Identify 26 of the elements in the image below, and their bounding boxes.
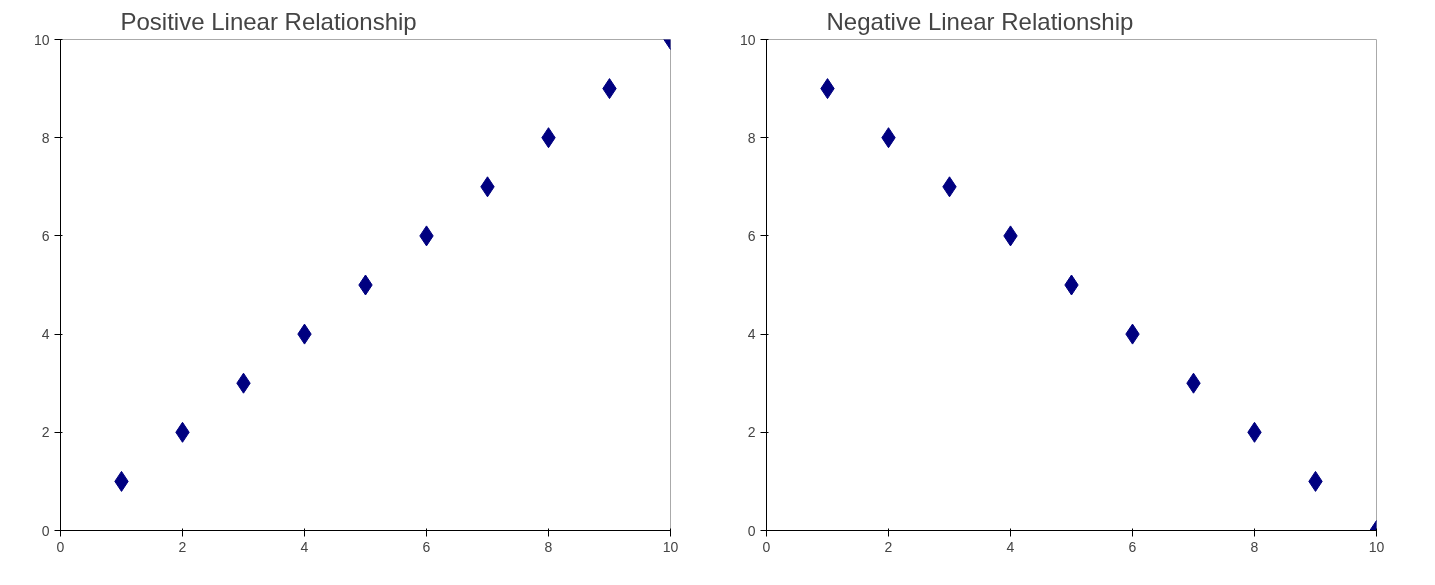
y-tick-label: 4 bbox=[41, 326, 50, 343]
y-tick-label: 6 bbox=[747, 227, 756, 244]
x-tick-label: 4 bbox=[1006, 538, 1015, 555]
chart-title: Negative Linear Relationship bbox=[826, 7, 1134, 35]
y-tick-label: 10 bbox=[739, 31, 756, 48]
y-tick-label: 2 bbox=[41, 424, 50, 441]
y-tick-label: 4 bbox=[747, 326, 756, 343]
x-tick-label: 10 bbox=[662, 538, 679, 555]
x-tick-label: 6 bbox=[422, 538, 431, 555]
x-tick-label: 6 bbox=[1128, 538, 1137, 555]
y-tick-label: 2 bbox=[747, 424, 756, 441]
x-tick-label: 0 bbox=[56, 538, 65, 555]
x-tick-label: 8 bbox=[544, 538, 553, 555]
x-tick-label: 4 bbox=[300, 538, 309, 555]
x-tick-label: 2 bbox=[178, 538, 187, 555]
x-tick-label: 8 bbox=[1250, 538, 1259, 555]
y-tick-label: 0 bbox=[41, 522, 50, 539]
y-tick-label: 10 bbox=[33, 31, 50, 48]
x-tick-label: 10 bbox=[1368, 538, 1385, 555]
x-tick-label: 0 bbox=[762, 538, 771, 555]
y-tick-label: 8 bbox=[747, 129, 756, 146]
y-tick-label: 6 bbox=[41, 227, 50, 244]
y-tick-label: 8 bbox=[41, 129, 50, 146]
chart-title: Positive Linear Relationship bbox=[120, 7, 417, 35]
x-tick-label: 2 bbox=[884, 538, 893, 555]
y-tick-label: 0 bbox=[747, 522, 756, 539]
